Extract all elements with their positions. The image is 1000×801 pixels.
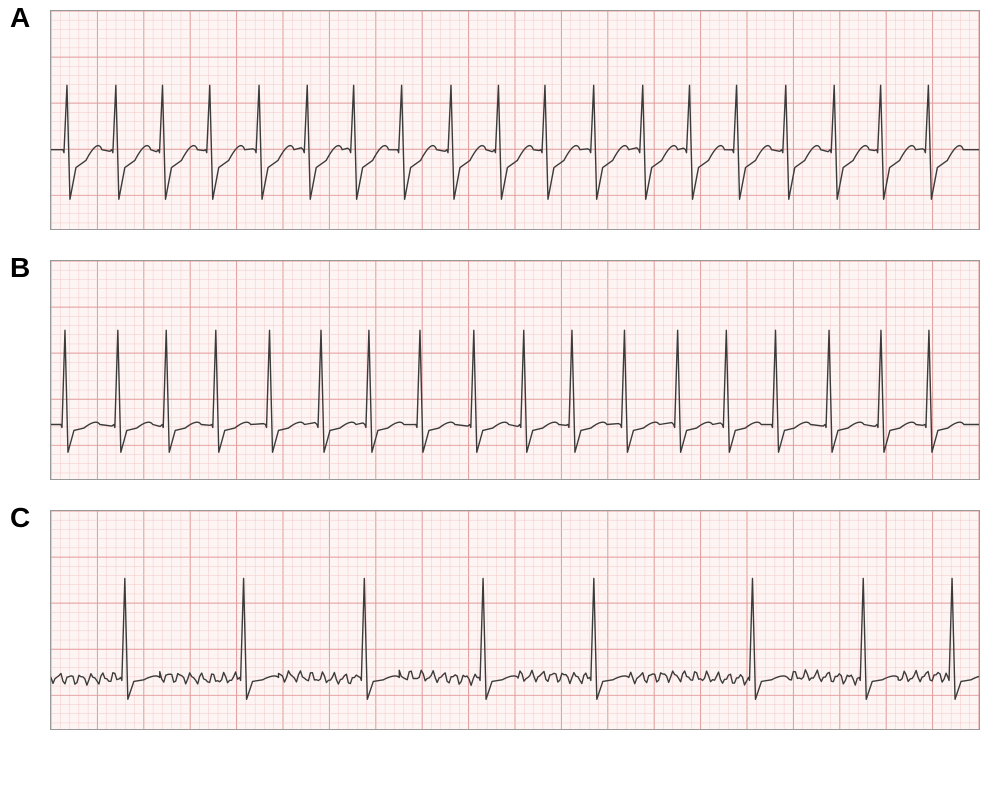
- ecg-figure: A B C: [10, 10, 990, 730]
- panel-a-strip: [50, 10, 980, 230]
- panel-a-label: A: [10, 2, 30, 34]
- panel-c: C: [10, 510, 990, 730]
- panel-c-label: C: [10, 502, 30, 534]
- panel-c-strip: [50, 510, 980, 730]
- panel-b-label: B: [10, 252, 30, 284]
- panel-b: B: [10, 260, 990, 480]
- panel-a: A: [10, 10, 990, 230]
- panel-b-strip: [50, 260, 980, 480]
